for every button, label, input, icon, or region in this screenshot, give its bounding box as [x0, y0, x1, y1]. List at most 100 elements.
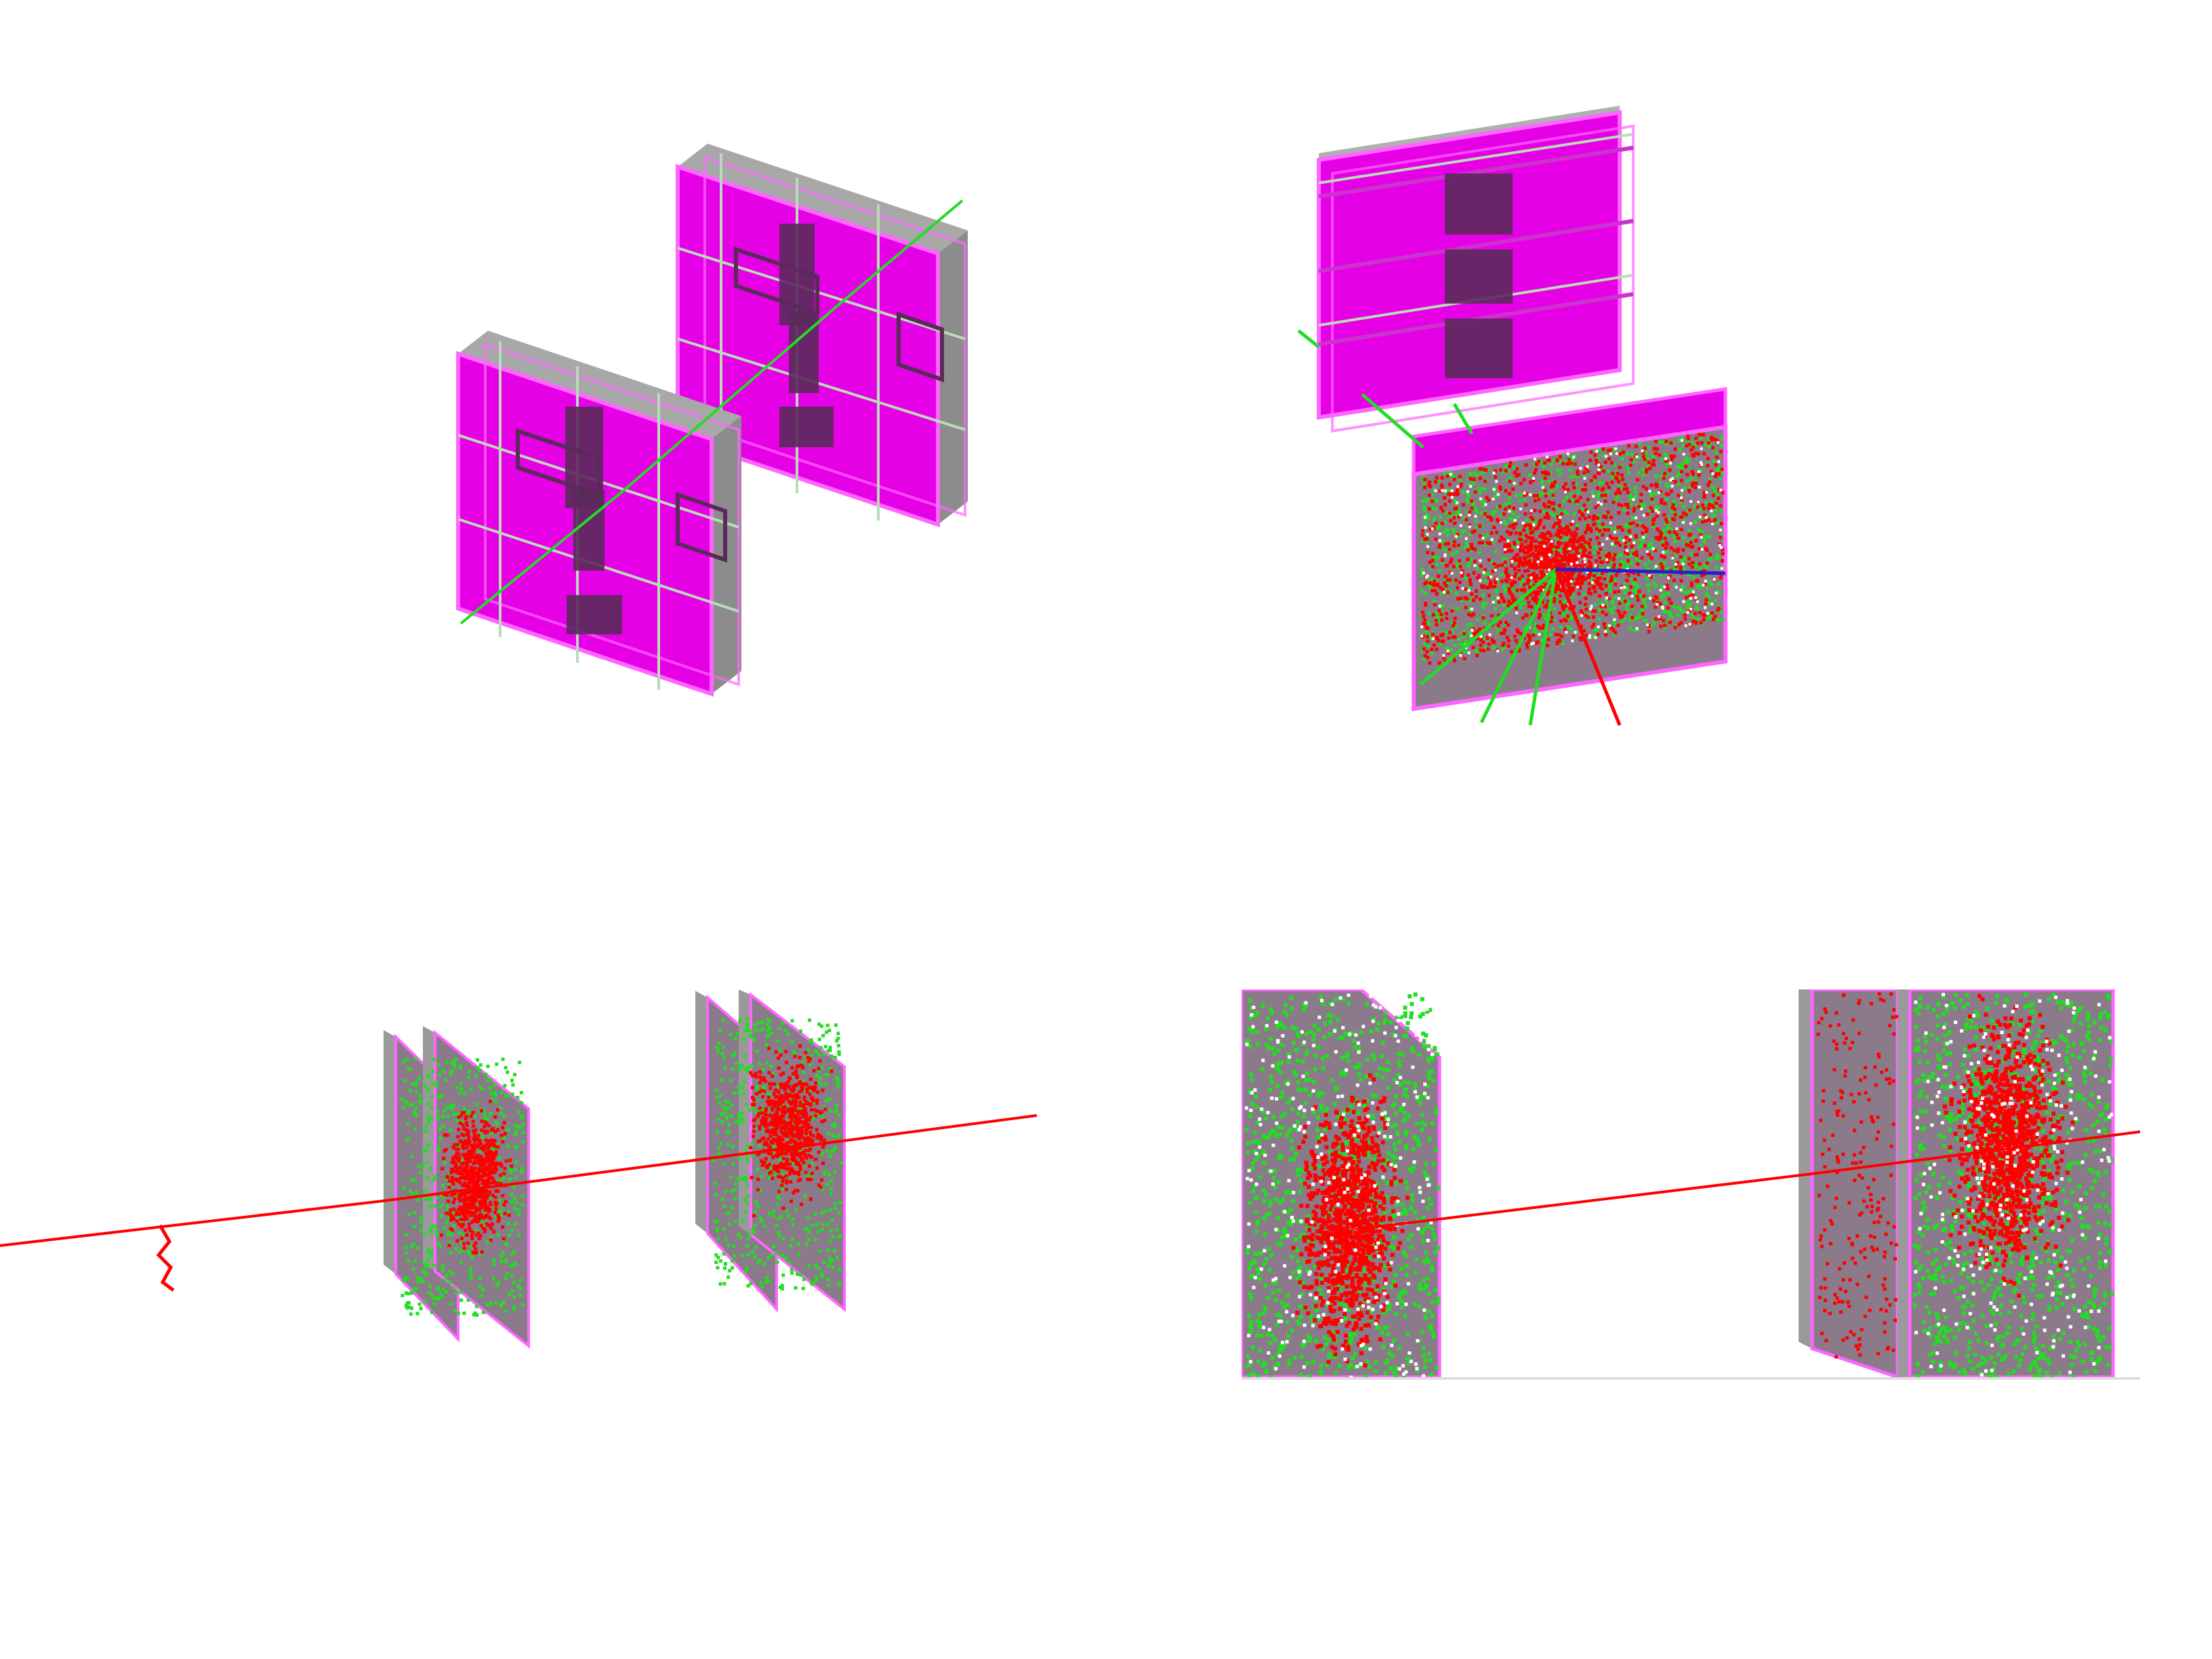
hit-dot	[1571, 588, 1575, 592]
hit-dot	[1565, 536, 1569, 540]
hit-dot	[414, 1083, 418, 1087]
hit-dot	[837, 1113, 841, 1118]
hit-dot	[1479, 579, 1482, 582]
hit-dot	[1587, 541, 1591, 546]
hit-dot	[763, 1080, 767, 1083]
hit-dot	[1541, 586, 1545, 590]
hit-dot	[718, 1028, 722, 1032]
hit-dot	[1582, 577, 1586, 581]
hit-dot	[757, 1112, 760, 1116]
hit-dot	[482, 1161, 486, 1164]
hit-dot	[746, 1284, 750, 1288]
hit-dot	[1620, 477, 1624, 481]
hit-dot	[1473, 548, 1477, 552]
hit-dot	[783, 1029, 787, 1032]
hit-dot	[451, 1105, 455, 1109]
hit-dot	[821, 1115, 825, 1119]
hit-dot	[746, 1194, 750, 1197]
hit-dot	[731, 1067, 735, 1071]
hit-dot	[1655, 447, 1659, 451]
hit-dot	[467, 1222, 471, 1226]
hit-dot	[791, 1217, 795, 1221]
hit-dot	[401, 1060, 405, 1064]
hit-dot	[515, 1145, 519, 1149]
hit-dot	[1586, 497, 1590, 501]
hit-dot	[762, 1089, 766, 1093]
hit-dot	[771, 1082, 775, 1086]
hit-dot	[1471, 530, 1475, 534]
hit-dot	[1511, 560, 1514, 563]
hit-dot	[802, 1142, 806, 1145]
hit-dot	[448, 1280, 452, 1284]
hit-dot	[765, 1023, 769, 1027]
hit-dot	[787, 1033, 791, 1036]
hit-dot	[1515, 628, 1519, 632]
hit-dot	[1581, 575, 1584, 579]
hit-dot	[1519, 507, 1522, 510]
hit-dot	[1595, 458, 1598, 462]
hit-dot	[1660, 584, 1664, 588]
hit-dot	[1665, 583, 1669, 588]
hit-dot	[796, 1242, 800, 1246]
hit-dot	[807, 1118, 811, 1122]
hit-dot	[480, 1197, 485, 1202]
hit-dot	[1528, 642, 1532, 647]
hit-dot	[1589, 478, 1593, 483]
hit-dot	[1455, 550, 1459, 554]
hit-dot	[1620, 614, 1624, 618]
hit-dot	[1687, 489, 1692, 493]
hit-dot	[447, 1105, 451, 1109]
hit-dot	[434, 1228, 438, 1232]
hit-dot	[470, 1211, 474, 1215]
hit-dot	[1504, 502, 1509, 506]
hit-dot	[1500, 563, 1504, 567]
hit-dot	[1519, 493, 1523, 497]
hit-dot	[471, 1250, 475, 1254]
hit-dot	[409, 1155, 413, 1159]
hit-dot	[1647, 553, 1652, 557]
hit-dot	[1555, 587, 1559, 591]
hit-dot	[828, 1260, 832, 1264]
hit-dot	[1607, 457, 1611, 461]
hit-dot	[446, 1175, 450, 1179]
hit-dot	[1540, 557, 1543, 560]
hit-dot	[1671, 477, 1674, 480]
hit-dot	[1552, 547, 1556, 551]
hit-dot	[1440, 618, 1444, 622]
hit-dot	[1456, 501, 1458, 504]
hit-dot	[1636, 598, 1640, 602]
hit-dot	[1677, 482, 1681, 486]
hit-dot	[1513, 634, 1517, 638]
hit-dot	[1443, 617, 1447, 621]
hit-dot	[1496, 505, 1500, 509]
hit-dot	[1692, 535, 1696, 539]
hit-dot	[1617, 485, 1621, 489]
hit-dot	[1444, 528, 1448, 532]
hit-dot	[1431, 565, 1435, 569]
hit-dot	[1611, 472, 1615, 476]
hit-dot	[752, 1134, 756, 1139]
hit-dot	[1586, 465, 1589, 468]
hit-dot	[1440, 483, 1443, 487]
hit-dot	[1626, 600, 1631, 605]
hit-dot	[1507, 644, 1511, 648]
hit-dot	[516, 1208, 520, 1212]
hit-dot	[794, 1162, 798, 1166]
hit-dot	[1568, 549, 1572, 553]
hit-dot	[1578, 564, 1582, 568]
hit-dot	[718, 1282, 722, 1286]
hit-dot	[472, 1132, 476, 1136]
hit-dot	[1519, 577, 1523, 581]
hit-dot	[745, 1103, 749, 1107]
hit-dot	[1481, 605, 1486, 609]
hit-dot	[724, 1237, 728, 1241]
hit-dot	[801, 1103, 805, 1107]
hit-dot	[1656, 527, 1660, 531]
hit-dot	[1528, 527, 1532, 531]
hit-dot	[464, 1205, 468, 1209]
hit-dot	[815, 1166, 819, 1170]
hit-dot	[480, 1192, 484, 1196]
hit-dot	[1669, 478, 1673, 482]
hit-dot	[767, 1071, 771, 1075]
hit-dot	[1696, 452, 1700, 456]
